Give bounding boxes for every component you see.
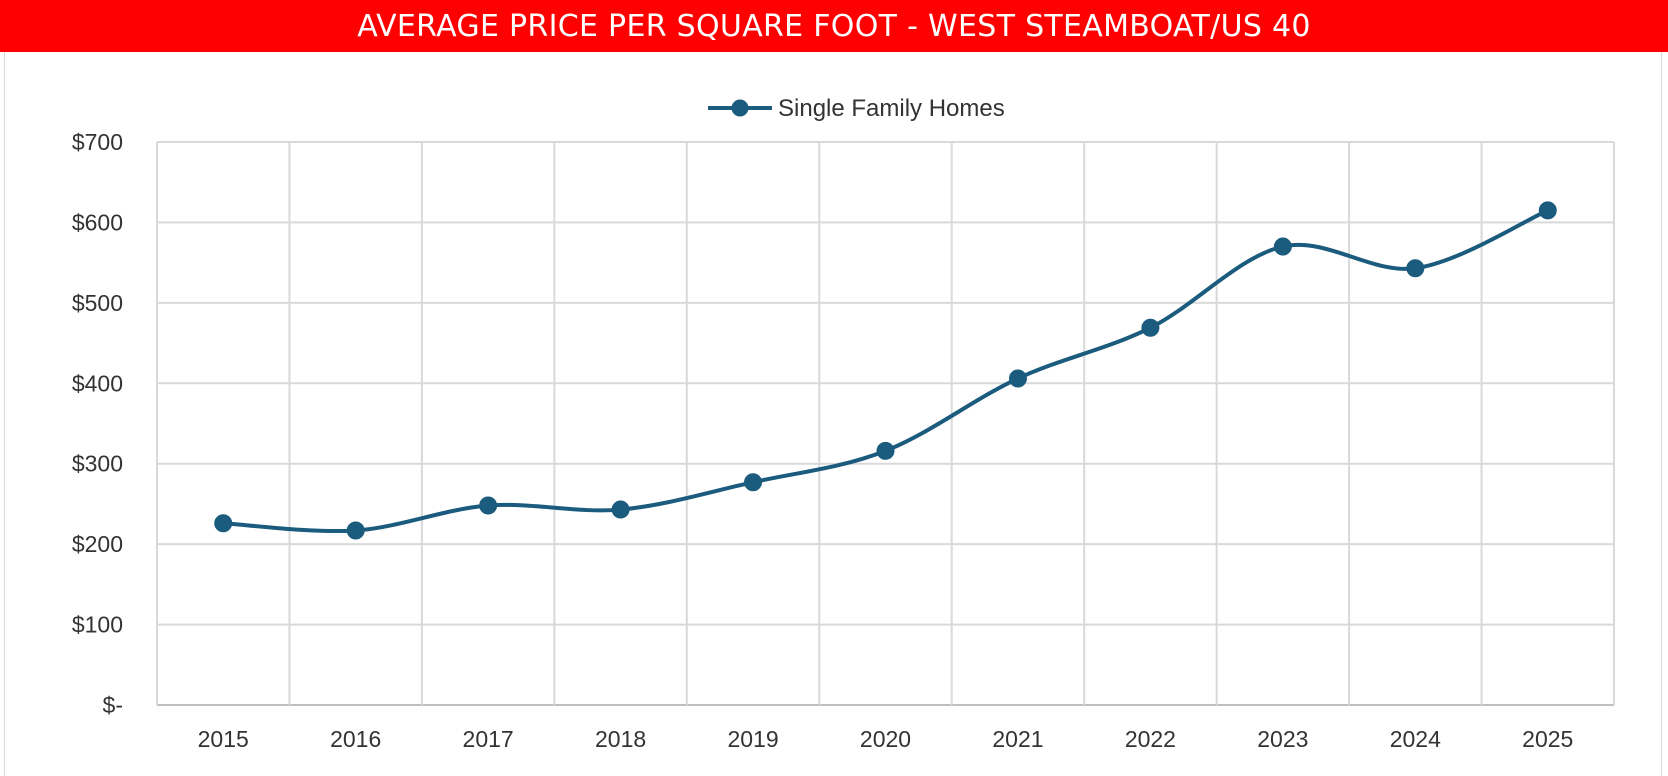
x-tick-label: 2022: [1125, 726, 1176, 752]
y-tick-label: $100: [72, 612, 123, 638]
y-tick-label: $400: [72, 370, 123, 396]
y-tick-label: $500: [72, 290, 123, 316]
data-point-2025: [1538, 201, 1557, 220]
x-tick-label: 2024: [1390, 726, 1441, 752]
y-tick-label: $-: [103, 692, 123, 718]
data-point-2024: [1406, 259, 1425, 278]
data-point-2017: [479, 496, 498, 515]
series-line-single-family-homes: [223, 208, 1549, 534]
legend-label: Single Family Homes: [778, 95, 1005, 122]
x-tick-label: 2018: [595, 726, 646, 752]
chart-title: AVERAGE PRICE PER SQUARE FOOT - WEST STE…: [0, 0, 1668, 52]
y-axis-ticks: $- $100 $200 $300 $400 $500 $600 $700: [72, 129, 123, 718]
legend-marker-swatch: [731, 99, 749, 117]
data-point-2018: [611, 500, 630, 519]
chart-frame: [4, 52, 1662, 776]
x-tick-label: 2015: [198, 726, 249, 752]
y-tick-label: $700: [72, 129, 123, 155]
data-point-2015: [214, 514, 233, 533]
data-point-2021: [1008, 369, 1027, 388]
data-point-2023: [1273, 237, 1292, 256]
y-tick-label: $200: [72, 531, 123, 557]
x-tick-label: 2019: [727, 726, 778, 752]
x-tick-label: 2016: [330, 726, 381, 752]
x-tick-label: 2023: [1257, 726, 1308, 752]
y-tick-label: $600: [72, 209, 123, 235]
x-tick-label: 2021: [992, 726, 1043, 752]
gridlines: [156, 141, 1615, 706]
data-point-2022: [1141, 318, 1160, 337]
x-tick-label: 2017: [463, 726, 514, 752]
x-tick-label: 2025: [1522, 726, 1573, 752]
x-tick-label: 2020: [860, 726, 911, 752]
data-point-2016: [346, 521, 365, 540]
data-point-2019: [744, 473, 763, 492]
x-axis-ticks: 2015 2016 2017 2018 2019 2020 2021 2022 2023 2024…: [198, 726, 1574, 752]
y-tick-label: $300: [72, 451, 123, 477]
data-point-2020: [876, 441, 895, 460]
legend: Single Family Homes: [708, 95, 1005, 122]
series-group: [214, 201, 1557, 540]
